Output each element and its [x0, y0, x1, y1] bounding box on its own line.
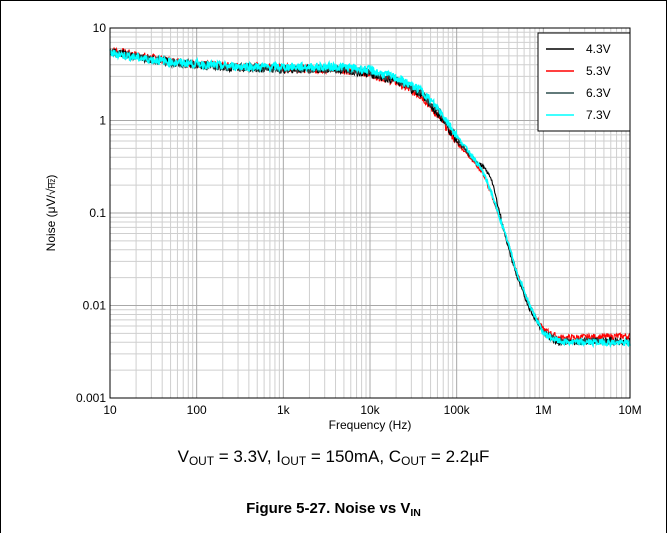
y-axis-label: Noise (μV/√Hz): [44, 175, 58, 252]
figure-title-sub: IN: [410, 507, 421, 519]
legend-label: 5.3V: [586, 64, 611, 78]
y-tick-label: 0.001: [76, 391, 106, 405]
y-tick-label: 10: [93, 21, 107, 35]
x-axis-label: Frequency (Hz): [329, 418, 412, 432]
figure-title: Figure 5-27. Noise vs VIN: [0, 500, 667, 519]
legend-label: 4.3V: [586, 42, 611, 56]
cond-c-val: = 2.2µF: [426, 447, 490, 466]
cond-v-val: = 3.3V, I: [214, 447, 282, 466]
y-axis-label-mu: μ: [44, 206, 58, 213]
legend: 4.3V 5.3V 6.3V 7.3V: [537, 32, 631, 132]
plot-area-border: [109, 27, 631, 399]
x-tick-label: 1k: [277, 403, 291, 417]
y-axis-label-main: Noise (: [44, 213, 58, 251]
x-tick-label: 10: [103, 403, 117, 417]
x-tick-labels: 10 100 1k 10k 100k 1M 10M: [103, 403, 641, 417]
y-axis-label-v: V/: [44, 194, 58, 206]
series-layer: [109, 46, 631, 349]
y-tick-label: 0.1: [89, 206, 106, 220]
y-tick-label: 0.01: [83, 299, 107, 313]
cond-v-sub: OUT: [188, 454, 215, 468]
legend-box: [537, 32, 631, 132]
frame-left-border: [0, 0, 1, 533]
y-tick-labels: 0.001 0.01 0.1 1 10: [76, 21, 106, 405]
legend-label: 7.3V: [586, 108, 611, 122]
series-line-7.3V: [109, 49, 631, 349]
x-tick-label: 100: [187, 403, 207, 417]
legend-label: 6.3V: [586, 86, 611, 100]
test-conditions-caption: VOUT = 3.3V, IOUT = 150mA, COUT = 2.2µF: [0, 447, 667, 467]
cond-c-sub: OUT: [401, 454, 427, 468]
noise-chart: 10 100 1k 10k 100k 1M 10M 0.001 0.01 0.1 1 10 Freq…: [44, 21, 642, 432]
frame-top-border: [0, 0, 667, 1]
y-axis-label-close: ): [44, 175, 58, 179]
cond-i-sub: OUT: [281, 454, 307, 468]
cond-v: V: [177, 447, 189, 466]
x-tick-label: 10k: [360, 403, 380, 417]
y-tick-label: 1: [99, 114, 106, 128]
x-tick-label: 1M: [535, 403, 552, 417]
y-axis-label-hz: Hz: [48, 179, 57, 189]
y-axis-label-root: √: [44, 188, 58, 195]
x-tick-label: 10M: [618, 403, 641, 417]
x-tick-label: 100k: [444, 403, 471, 417]
figure-title-text: Figure 5-27. Noise vs V: [246, 500, 411, 517]
cond-i-val: = 150mA, C: [306, 447, 402, 466]
